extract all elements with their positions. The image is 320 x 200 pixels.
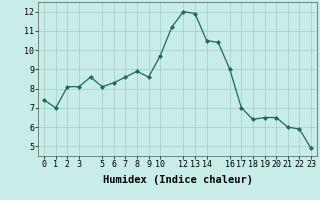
X-axis label: Humidex (Indice chaleur): Humidex (Indice chaleur) xyxy=(103,175,252,185)
